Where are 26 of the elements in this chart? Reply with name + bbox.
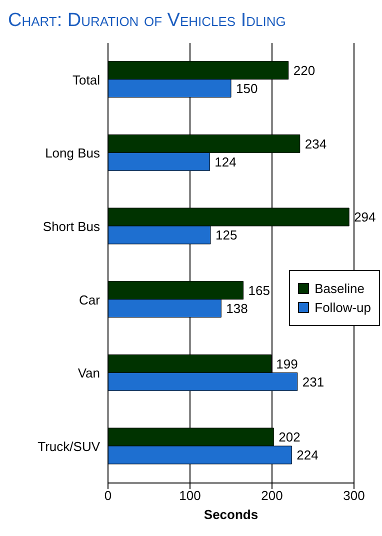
data-label: 220 (293, 62, 316, 78)
y-tick-label: Short Bus (42, 218, 100, 234)
data-label: 199 (276, 356, 298, 372)
y-tick-label: Long Bus (45, 146, 100, 161)
y-tick-label: Car (79, 292, 101, 308)
y-tick-label: Van (78, 366, 100, 381)
y-tick-label: Total (72, 72, 100, 88)
data-label: 224 (296, 448, 318, 463)
data-label: 124 (214, 154, 236, 170)
data-label: 165 (248, 282, 270, 298)
legend-label: Follow-up (314, 300, 371, 315)
data-label: 150 (236, 80, 258, 96)
data-label: 234 (304, 136, 327, 152)
data-label: 138 (226, 300, 248, 316)
y-tick-label: Truck/SUV (38, 438, 100, 454)
x-tick-label: 100 (179, 488, 201, 504)
x-tick-label: 0 (104, 488, 112, 504)
x-tick-label: 200 (261, 488, 283, 504)
data-label: 294 (354, 210, 376, 225)
data-label: 231 (302, 374, 324, 390)
x-tick-label: 300 (343, 488, 365, 504)
data-label: 125 (216, 228, 238, 243)
data-label: 202 (278, 430, 300, 445)
chart-title: Chart: Duration of Vehicles Idling (8, 9, 287, 33)
legend-label: Baseline (314, 281, 365, 296)
x-axis-title: Seconds (204, 507, 258, 522)
